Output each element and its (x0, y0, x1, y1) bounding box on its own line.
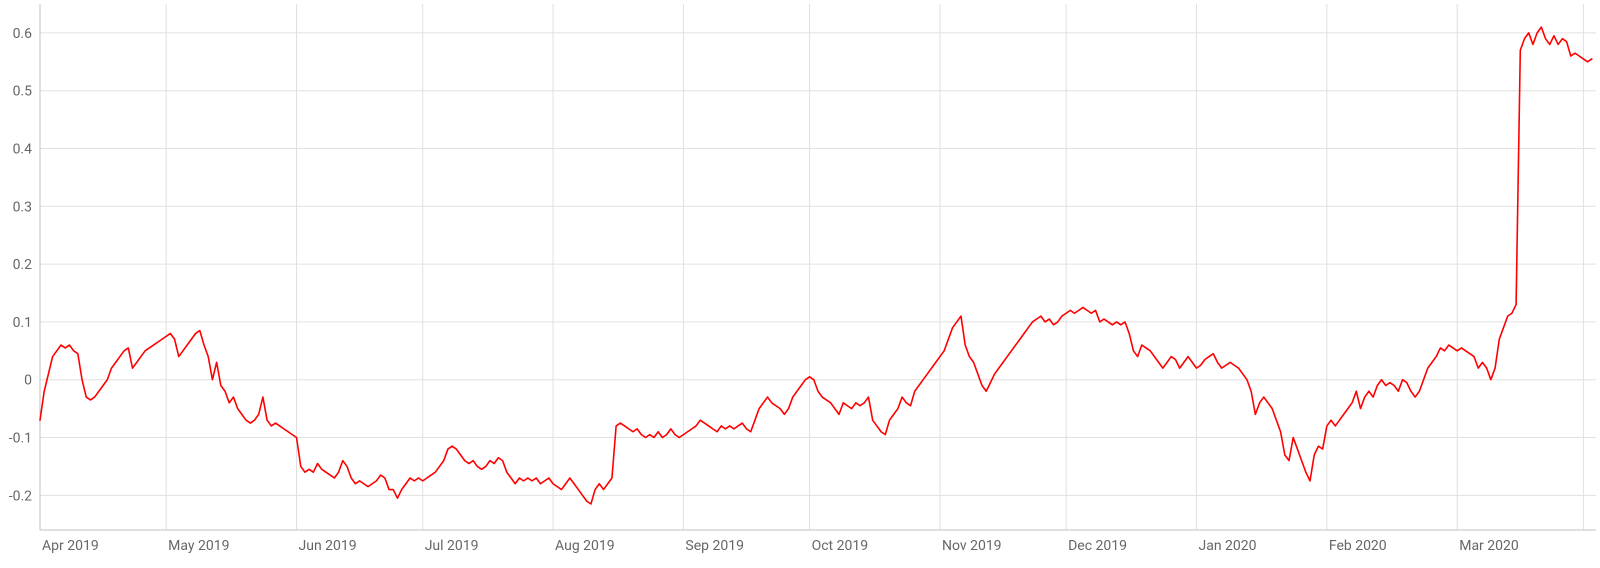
y-tick-label: 0.5 (13, 84, 33, 100)
x-tick-label: Feb 2020 (1329, 538, 1387, 554)
line-chart: -0.2 -0.1 0 0.1 0.2 0.3 0.4 0.5 0.6 Apr 2019 May 2… (0, 0, 1600, 568)
x-tick-label: Oct 2019 (812, 538, 869, 554)
x-tick-label: Sep 2019 (685, 538, 744, 554)
y-tick-label: 0.4 (13, 142, 33, 158)
y-tick-label: 0.3 (13, 199, 32, 215)
x-tick-label: Nov 2019 (942, 538, 1002, 554)
x-tick-label: Jul 2019 (425, 538, 479, 554)
x-tick-label: Apr 2019 (42, 538, 99, 554)
x-tick-label: Dec 2019 (1068, 538, 1127, 554)
y-tick-label: 0.2 (13, 257, 33, 273)
x-tick-label: Mar 2020 (1459, 538, 1519, 554)
y-tick-label: 0.6 (13, 26, 33, 42)
x-tick-label: May 2019 (168, 538, 229, 554)
y-tick-label: 0 (24, 373, 32, 389)
x-tick-label: Aug 2019 (555, 538, 615, 554)
x-tick-label: Jun 2019 (299, 538, 357, 554)
y-tick-label: 0.1 (13, 315, 32, 331)
y-tick-label: -0.2 (9, 488, 32, 504)
x-tick-label: Jan 2020 (1198, 538, 1256, 554)
chart-svg: -0.2 -0.1 0 0.1 0.2 0.3 0.4 0.5 0.6 Apr 2019 May 2… (0, 0, 1600, 568)
y-tick-label: -0.1 (9, 431, 32, 447)
